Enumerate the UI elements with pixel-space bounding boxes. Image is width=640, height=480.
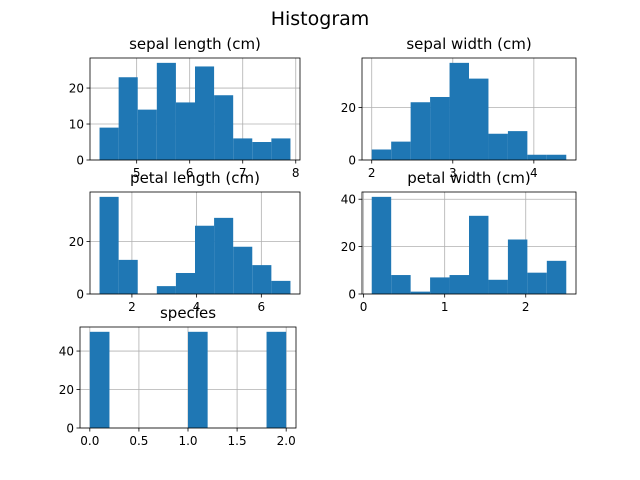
x-tick-label: 2 — [522, 300, 530, 314]
histogram-bar — [430, 96, 450, 160]
x-tick-label: 6 — [186, 166, 194, 180]
histogram-bar — [137, 109, 157, 160]
histogram-bar — [488, 133, 508, 160]
histogram-bar — [507, 239, 528, 294]
y-tick-label: 10 — [69, 118, 84, 132]
histogram-bar — [410, 102, 431, 160]
y-tick-label: 20 — [341, 240, 356, 254]
histogram-bar — [99, 127, 119, 160]
subplot-species: 0.0 0.5 1.0 1.5 2.0 0 20 40 species — [59, 304, 297, 448]
histogram-bar — [156, 286, 176, 294]
x-tick-label: 1.0 — [178, 434, 197, 448]
x-tick-label: 4 — [530, 166, 538, 180]
histogram-bar — [175, 102, 195, 160]
y-tick-label: 20 — [59, 383, 74, 397]
histogram-bar — [271, 280, 291, 294]
histogram-bar — [214, 95, 234, 160]
histogram-bar — [195, 225, 215, 294]
axes-frame — [89, 57, 301, 161]
histogram-bar — [430, 277, 450, 294]
histogram-bar — [507, 131, 528, 160]
subplot-sepal-length: 5 6 7 8 0 10 20 sepal length (cm) — [69, 35, 301, 180]
x-tick-label: 3 — [449, 166, 457, 180]
histogram-bar — [469, 215, 489, 294]
histogram-bar — [99, 196, 119, 294]
y-tick-label: 20 — [69, 82, 84, 96]
histogram-bar — [449, 275, 469, 294]
histogram-bar — [188, 331, 208, 428]
histogram-bar — [271, 138, 291, 160]
x-tick-label: 1.5 — [228, 434, 247, 448]
histogram-bar — [391, 275, 411, 294]
histogram-bar — [233, 246, 253, 294]
x-tick-label: 0.5 — [129, 434, 148, 448]
y-tick-label: 0 — [66, 422, 74, 436]
subplot-title: species — [160, 304, 216, 322]
x-tick-label: 8 — [292, 166, 300, 180]
y-tick-label: 0 — [348, 288, 356, 302]
x-tick-label: 5 — [133, 166, 141, 180]
histogram-bar — [488, 279, 508, 294]
subplot-title: petal width (cm) — [407, 169, 530, 187]
histogram-bar — [195, 66, 215, 160]
x-tick-label: 2.0 — [277, 434, 296, 448]
histogram-bar — [252, 142, 272, 160]
histogram-bar — [546, 260, 567, 294]
axes-frame — [89, 191, 301, 295]
y-tick-label: 0 — [348, 154, 356, 168]
x-tick-label: 0.0 — [80, 434, 99, 448]
histogram-bar — [118, 259, 138, 294]
histogram-bar — [371, 196, 392, 294]
x-tick-label: 4 — [193, 300, 201, 314]
x-tick-label: 2 — [368, 166, 376, 180]
y-tick-label: 20 — [69, 235, 84, 249]
x-tick-label: 1 — [441, 300, 449, 314]
histogram-bar — [175, 272, 195, 294]
histogram-bar — [469, 78, 489, 160]
y-tick-label: 40 — [341, 193, 356, 207]
axes-frame — [361, 191, 577, 295]
subplot-title: petal length (cm) — [130, 169, 260, 187]
histogram-bar — [266, 331, 287, 428]
figure-title: Histogram — [271, 8, 370, 30]
histogram-bar — [527, 154, 547, 160]
x-tick-label: 7 — [239, 166, 247, 180]
histogram-bar — [449, 62, 469, 160]
histogram-bar — [156, 62, 176, 160]
subplot-title: sepal width (cm) — [406, 35, 531, 53]
x-tick-label: 6 — [258, 300, 266, 314]
subplot-petal-length: 2 4 6 0 20 petal length (cm) — [69, 169, 301, 314]
histogram-bar — [89, 331, 110, 428]
y-tick-label: 40 — [59, 345, 74, 359]
histogram-bar — [214, 217, 234, 294]
histogram-bar — [252, 265, 272, 294]
histogram-bar — [391, 141, 411, 160]
y-tick-label: 0 — [76, 154, 84, 168]
histogram-bar — [371, 149, 392, 160]
x-tick-label: 2 — [128, 300, 136, 314]
subplot-title: sepal length (cm) — [129, 35, 261, 53]
x-tick-label: 0 — [360, 300, 368, 314]
y-tick-label: 0 — [76, 288, 84, 302]
histogram-bar — [118, 77, 138, 160]
histogram-bar — [546, 154, 567, 160]
axes-frame — [361, 57, 577, 161]
histogram-bar — [410, 291, 431, 294]
histogram-bar — [233, 138, 253, 160]
y-tick-label: 20 — [341, 101, 356, 115]
histogram-bar — [527, 272, 547, 294]
subplot-sepal-width: 2 3 4 0 20 sepal width (cm) — [341, 35, 577, 180]
